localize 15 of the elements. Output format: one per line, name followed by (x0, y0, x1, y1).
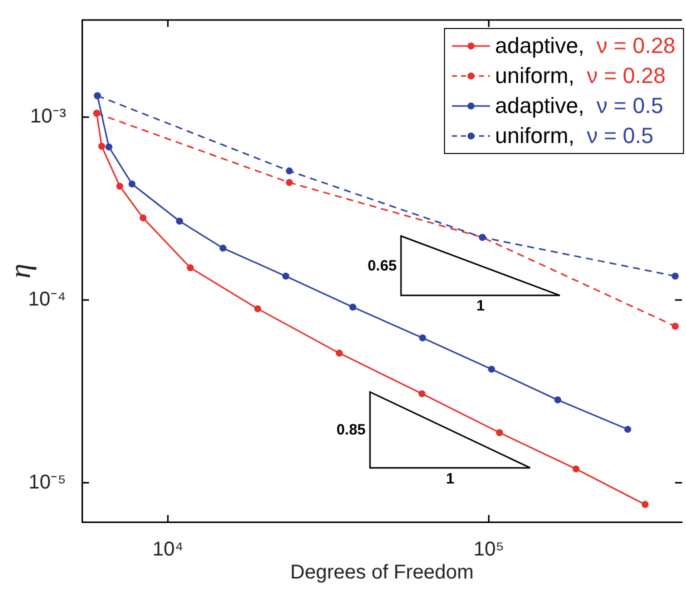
annotation: 1 (476, 298, 485, 315)
x-axis-title: Degrees of Freedom (290, 562, 474, 584)
x-tick-label: 10⁴ (152, 538, 184, 561)
annotation: 0.65 (368, 257, 397, 274)
annotation: 0.85 (336, 422, 366, 439)
legend-label: adaptive, ν = 0.5 (495, 92, 664, 120)
x-tick-label: 10⁵ (474, 538, 504, 561)
y-tick-label: 10⁻³ (30, 106, 66, 128)
y-axis-title: η (4, 264, 37, 278)
legend-label: uniform, ν = 0.5 (495, 122, 654, 150)
legend-label: uniform, ν = 0.28 (495, 62, 666, 90)
y-tick-label: 10⁻⁴ (28, 288, 66, 310)
y-tick-label: 10⁻⁵ (28, 471, 66, 494)
legend-label: adaptive, ν = 0.28 (495, 32, 676, 60)
annotation: 1 (446, 470, 454, 488)
